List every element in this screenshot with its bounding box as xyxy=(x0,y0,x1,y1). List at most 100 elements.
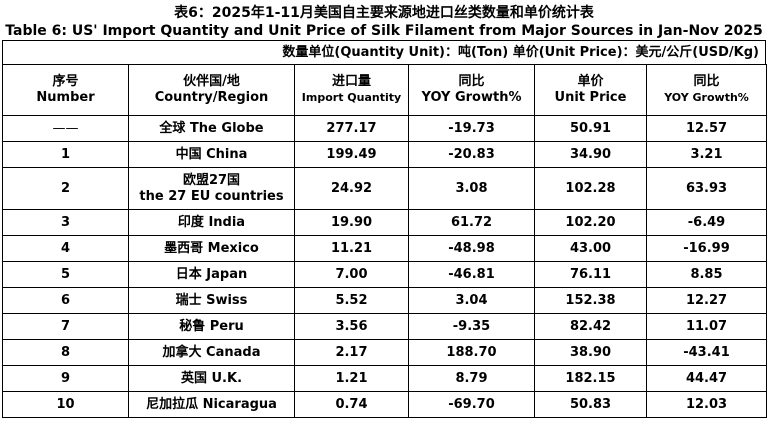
header-unit-price: 单价 Unit Price xyxy=(534,64,647,116)
cell-price-yoy: -43.41 xyxy=(646,339,767,366)
cell-price-yoy: 44.47 xyxy=(646,365,767,392)
cell-price-yoy: 12.27 xyxy=(646,287,767,314)
cell-price-yoy: 11.07 xyxy=(646,313,767,340)
cell-number: 9 xyxy=(2,365,129,392)
cell-unit-price: 102.20 xyxy=(534,209,647,236)
header-quantity: 进口量 Import Quantity xyxy=(294,64,409,116)
table-title-english: Table 6: US' Import Quantity and Unit Pr… xyxy=(5,23,763,39)
header-price-yoy-en: YOY Growth% xyxy=(664,91,749,104)
cell-number: 6 xyxy=(2,287,129,314)
cell-unit-price: 152.38 xyxy=(534,287,647,314)
table-row: 4 墨西哥 Mexico 11.21 -48.98 43.00 -16.99 xyxy=(2,235,767,262)
cell-country: 印度 India xyxy=(128,209,295,236)
cell-quantity: 11.21 xyxy=(294,235,409,262)
cell-quantity-yoy: 3.04 xyxy=(408,287,535,314)
cell-price-yoy: -16.99 xyxy=(646,235,767,262)
table-row: 8 加拿大 Canada 2.17 188.70 38.90 -43.41 xyxy=(2,339,767,366)
table-row: 10 尼加拉瓜 Nicaragua 0.74 -69.70 50.83 12.0… xyxy=(2,391,767,418)
cell-number: —— xyxy=(2,115,129,142)
cell-quantity-yoy: -48.98 xyxy=(408,235,535,262)
cell-number: 8 xyxy=(2,339,129,366)
cell-quantity: 5.52 xyxy=(294,287,409,314)
cell-quantity: 1.21 xyxy=(294,365,409,392)
cell-unit-price: 43.00 xyxy=(534,235,647,262)
cell-number: 7 xyxy=(2,313,129,340)
cell-country: 欧盟27国 the 27 EU countries xyxy=(128,167,295,210)
cell-unit-price: 34.90 xyxy=(534,141,647,168)
cell-number: 10 xyxy=(2,391,129,418)
cell-unit-price: 102.28 xyxy=(534,167,647,210)
cell-price-yoy: 12.03 xyxy=(646,391,767,418)
cell-quantity: 19.90 xyxy=(294,209,409,236)
cell-quantity-yoy: 8.79 xyxy=(408,365,535,392)
cell-country: 秘鲁 Peru xyxy=(128,313,295,340)
cell-country: 日本 Japan xyxy=(128,261,295,288)
header-unit-price-cn: 单价 xyxy=(577,74,604,89)
table-row: 6 瑞士 Swiss 5.52 3.04 152.38 12.27 xyxy=(2,287,767,314)
cell-price-yoy: 8.85 xyxy=(646,261,767,288)
header-quantity-en: Import Quantity xyxy=(301,91,402,104)
cell-quantity-yoy: -20.83 xyxy=(408,141,535,168)
table-row: 3 印度 India 19.90 61.72 102.20 -6.49 xyxy=(2,209,767,236)
cell-unit-price: 50.83 xyxy=(534,391,647,418)
header-number-cn: 序号 xyxy=(52,74,79,89)
header-price-yoy-cn: 同比 xyxy=(693,74,720,89)
header-quantity-yoy-en: YOY Growth% xyxy=(421,90,522,105)
cell-number: 5 xyxy=(2,261,129,288)
cell-country: 加拿大 Canada xyxy=(128,339,295,366)
cell-number: 4 xyxy=(2,235,129,262)
cell-unit-price: 38.90 xyxy=(534,339,647,366)
table-row: —— 全球 The Globe 277.17 -19.73 50.91 12.5… xyxy=(2,115,767,142)
cell-unit-price: 50.91 xyxy=(534,115,647,142)
cell-country: 中国 China xyxy=(128,141,295,168)
header-quantity-cn: 进口量 xyxy=(331,74,371,89)
cell-quantity-yoy: -69.70 xyxy=(408,391,535,418)
table-row: 7 秘鲁 Peru 3.56 -9.35 82.42 11.07 xyxy=(2,313,767,340)
cell-quantity-yoy: -9.35 xyxy=(408,313,535,340)
title-block: 表6：2025年1-11月美国自主要来源地进口丝类数量和单价统计表 Table … xyxy=(0,0,768,40)
cell-quantity: 7.00 xyxy=(294,261,409,288)
header-price-yoy: 同比 YOY Growth% xyxy=(646,64,767,116)
cell-quantity-yoy: 188.70 xyxy=(408,339,535,366)
table-row: 9 英国 U.K. 1.21 8.79 182.15 44.47 xyxy=(2,365,767,392)
cell-unit-price: 82.42 xyxy=(534,313,647,340)
cell-unit-price: 76.11 xyxy=(534,261,647,288)
silk-import-table: 序号 Number 伙伴国/地 Country/Region 进口量 Impor… xyxy=(2,64,767,418)
cell-quantity-yoy: 3.08 xyxy=(408,167,535,210)
header-number: 序号 Number xyxy=(2,64,129,116)
cell-number: 3 xyxy=(2,209,129,236)
cell-country: 全球 The Globe xyxy=(128,115,295,142)
header-country: 伙伴国/地 Country/Region xyxy=(128,64,295,116)
cell-price-yoy: 63.93 xyxy=(646,167,767,210)
cell-price-yoy: -6.49 xyxy=(646,209,767,236)
cell-quantity-yoy: -19.73 xyxy=(408,115,535,142)
table-row: 5 日本 Japan 7.00 -46.81 76.11 8.85 xyxy=(2,261,767,288)
units-note: 数量单位(Quantity Unit)：吨(Ton) 单价(Unit Price… xyxy=(2,40,766,64)
cell-price-yoy: 3.21 xyxy=(646,141,767,168)
header-country-en: Country/Region xyxy=(154,90,269,105)
cell-country: 墨西哥 Mexico xyxy=(128,235,295,262)
cell-country-cn: 欧盟27国 xyxy=(182,172,241,188)
cell-country: 英国 U.K. xyxy=(128,365,295,392)
header-number-en: Number xyxy=(36,90,95,105)
cell-price-yoy: 12.57 xyxy=(646,115,767,142)
cell-quantity: 24.92 xyxy=(294,167,409,210)
cell-quantity: 277.17 xyxy=(294,115,409,142)
cell-quantity: 3.56 xyxy=(294,313,409,340)
header-quantity-yoy: 同比 YOY Growth% xyxy=(408,64,535,116)
cell-country: 瑞士 Swiss xyxy=(128,287,295,314)
table-row: 2 欧盟27国 the 27 EU countries 24.92 3.08 1… xyxy=(2,167,767,210)
cell-number: 2 xyxy=(2,167,129,210)
cell-quantity: 199.49 xyxy=(294,141,409,168)
cell-unit-price: 182.15 xyxy=(534,365,647,392)
cell-quantity: 2.17 xyxy=(294,339,409,366)
cell-quantity: 0.74 xyxy=(294,391,409,418)
table-row: 1 中国 China 199.49 -20.83 34.90 3.21 xyxy=(2,141,767,168)
cell-country: 尼加拉瓜 Nicaragua xyxy=(128,391,295,418)
header-row: 序号 Number 伙伴国/地 Country/Region 进口量 Impor… xyxy=(2,64,767,116)
header-unit-price-en: Unit Price xyxy=(554,90,627,105)
header-quantity-yoy-cn: 同比 xyxy=(458,74,485,89)
cell-country-en: the 27 EU countries xyxy=(139,188,284,204)
table-title-chinese: 表6：2025年1-11月美国自主要来源地进口丝类数量和单价统计表 xyxy=(174,5,594,21)
